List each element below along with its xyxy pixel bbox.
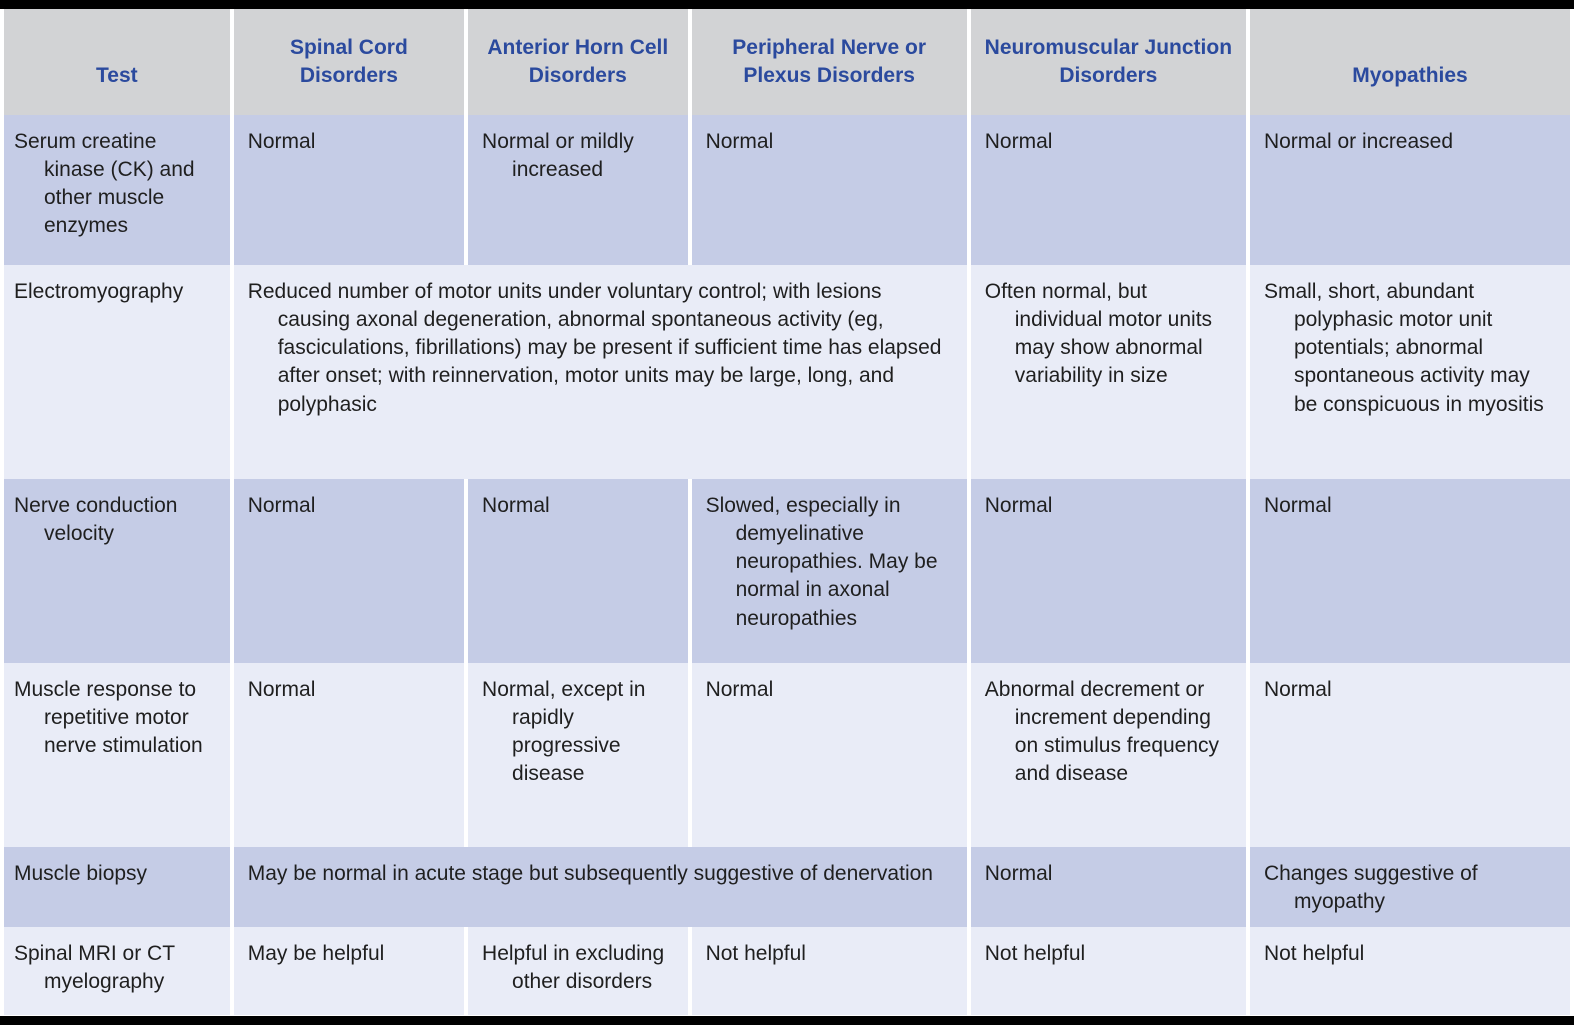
table-cell: Not helpful bbox=[970, 927, 1246, 1015]
table-cell-span: Reduced number of motor units under volu… bbox=[233, 265, 967, 479]
row-header-cell: Spinal MRI or CT myelography bbox=[4, 927, 230, 1015]
column-header-spinal-cord: Spinal Cord Disorders bbox=[233, 9, 465, 115]
table-cell: Often normal, but individual motor units… bbox=[970, 265, 1246, 479]
row-header-cell: Electromyography bbox=[4, 265, 230, 479]
column-header-anterior-horn: Anterior Horn Cell Disorders bbox=[468, 9, 688, 115]
table-cell: Normal bbox=[233, 479, 465, 663]
table-cell: Normal bbox=[970, 115, 1246, 265]
table-cell: Normal bbox=[970, 847, 1246, 927]
table-cell: Small, short, abundant polyphasic motor … bbox=[1249, 265, 1570, 479]
row-header-cell: Serum creatine kinase (CK) and other mus… bbox=[4, 115, 230, 265]
table-row-spinal-mri: Spinal MRI or CT myelography May be help… bbox=[4, 927, 1570, 1015]
table-cell: Changes suggestive of myopathy bbox=[1249, 847, 1570, 927]
header-row: Test Spinal Cord Disorders Anterior Horn… bbox=[4, 9, 1570, 115]
neuromuscular-diagnostic-table: Test Spinal Cord Disorders Anterior Horn… bbox=[0, 9, 1574, 1015]
table-cell: May be helpful bbox=[233, 927, 465, 1015]
table-cell: Not helpful bbox=[691, 927, 967, 1015]
table-cell: Normal bbox=[468, 479, 688, 663]
row-header-cell: Muscle response to repetitive motor nerv… bbox=[4, 663, 230, 847]
table-row-muscle-biopsy: Muscle biopsy May be normal in acute sta… bbox=[4, 847, 1570, 927]
table-cell: Normal, except in rapidly progressive di… bbox=[468, 663, 688, 847]
table-cell: Normal bbox=[233, 663, 465, 847]
row-header-cell: Muscle biopsy bbox=[4, 847, 230, 927]
table-cell: Not helpful bbox=[1249, 927, 1570, 1015]
table-cell: Normal bbox=[691, 663, 967, 847]
column-header-myopathies: Myopathies bbox=[1249, 9, 1570, 115]
column-header-test: Test bbox=[4, 9, 230, 115]
table-cell: Normal bbox=[1249, 663, 1570, 847]
table-row-electromyography: Electromyography Reduced number of motor… bbox=[4, 265, 1570, 479]
table-cell: Slowed, especially in demyelinative neur… bbox=[691, 479, 967, 663]
table-cell: Normal or mildly increased bbox=[468, 115, 688, 265]
column-header-neuromuscular-junction: Neuromuscular Junction Disorders bbox=[970, 9, 1246, 115]
table-cell: Normal or increased bbox=[1249, 115, 1570, 265]
row-header-cell: Nerve conduction velocity bbox=[4, 479, 230, 663]
table-cell: Normal bbox=[1249, 479, 1570, 663]
table-cell: Helpful in excluding other disorders bbox=[468, 927, 688, 1015]
table-cell: Abnormal decrement or increment dependin… bbox=[970, 663, 1246, 847]
table-row-repetitive-stimulation: Muscle response to repetitive motor nerv… bbox=[4, 663, 1570, 847]
table-cell-span: May be normal in acute stage but subsequ… bbox=[233, 847, 967, 927]
table-row-nerve-conduction: Nerve conduction velocity Normal Normal … bbox=[4, 479, 1570, 663]
table-cell: Normal bbox=[691, 115, 967, 265]
table-cell: Normal bbox=[970, 479, 1246, 663]
column-header-peripheral-nerve: Peripheral Nerve or Plexus Disorders bbox=[691, 9, 967, 115]
table-cell: Normal bbox=[233, 115, 465, 265]
table-row-serum-ck: Serum creatine kinase (CK) and other mus… bbox=[4, 115, 1570, 265]
